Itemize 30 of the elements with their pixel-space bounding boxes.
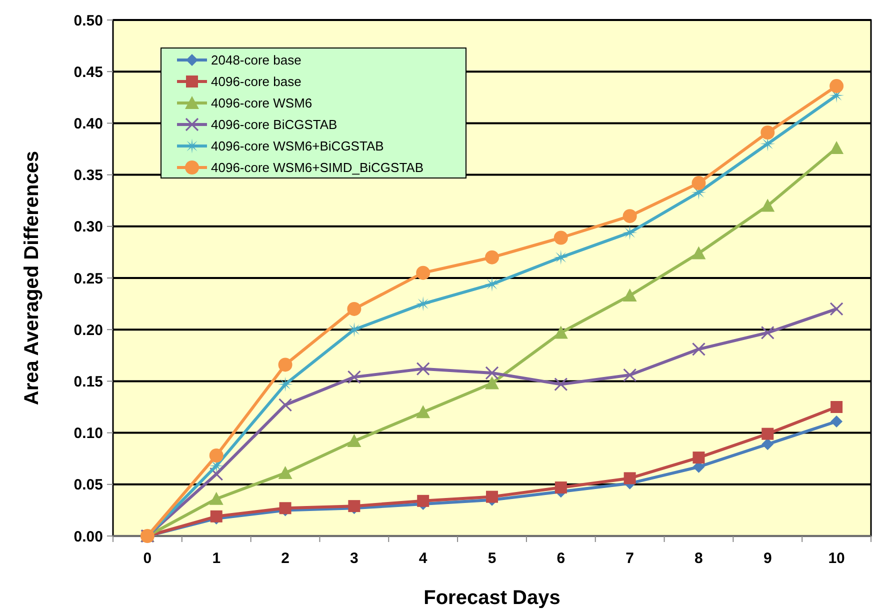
y-tick-label: 0.15	[74, 373, 103, 390]
y-tick-label: 0.20	[74, 322, 103, 339]
y-tick-label: 0.45	[74, 64, 103, 81]
x-tick-label: 8	[694, 550, 703, 567]
y-tick-label: 0.30	[74, 218, 103, 236]
y-tick-label: 0.50	[74, 12, 103, 30]
x-tick-label: 3	[350, 550, 358, 567]
x-tick-label: 4	[418, 550, 428, 567]
legend-label: 4096-core base	[211, 74, 302, 90]
x-tick-label: 1	[212, 550, 221, 567]
legend-label: 4096-core BiCGSTAB	[211, 117, 338, 132]
legend-label: 4096-core WSM6+SIMD_BiCGSTAB	[211, 160, 424, 176]
x-tick-label: 6	[556, 550, 566, 567]
x-tick-label: 9	[763, 550, 772, 567]
y-axis-title: Area Averaged Differences	[21, 150, 43, 406]
x-axis-title: Forecast Days	[424, 587, 560, 609]
y-tick-label: 0.10	[74, 425, 103, 442]
y-tick-label: 0.40	[74, 115, 103, 132]
x-tick-label: 0	[143, 550, 152, 567]
x-tick-label: 10	[828, 550, 845, 567]
y-tick-label: 0.25	[74, 270, 103, 288]
x-tick-label: 7	[626, 550, 634, 567]
x-tick-label: 2	[281, 550, 290, 567]
legend-label: 4096-core WSM6+BiCGSTAB	[211, 138, 384, 154]
y-tick-label: 0.05	[74, 476, 103, 494]
x-tick-label: 5	[488, 550, 496, 567]
legend-label: 2048-core base	[211, 52, 302, 68]
y-tick-label: 0.35	[74, 167, 103, 184]
y-tick-label: 0.00	[74, 528, 103, 546]
legend-label: 4096-core WSM6	[211, 96, 312, 111]
